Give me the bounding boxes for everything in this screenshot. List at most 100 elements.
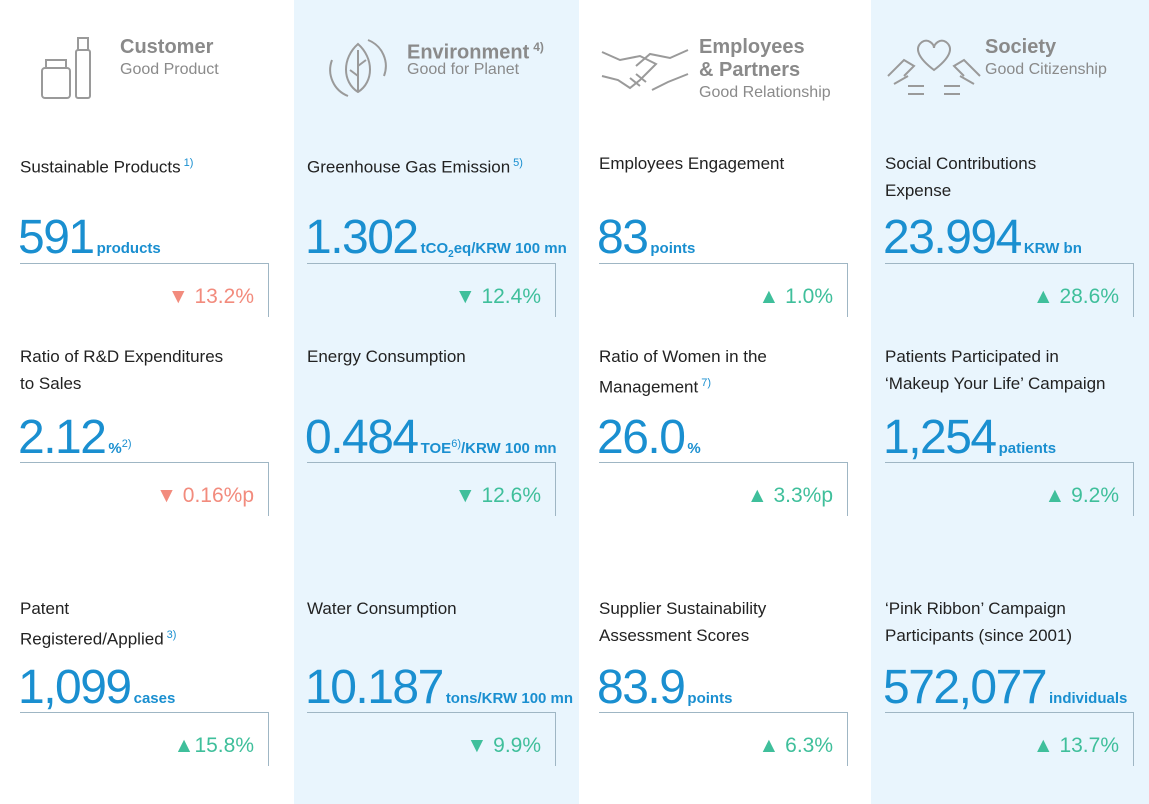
- column-background: [294, 0, 579, 804]
- metric-label: Supplier Sustainability Assessment Scores: [599, 595, 766, 649]
- value-unit: products: [97, 240, 161, 257]
- value-unit: TOE6)/KRW 100 mn: [421, 438, 557, 457]
- column-subtitle: Good Citizenship: [985, 61, 1107, 78]
- unit-part: 6): [451, 438, 461, 450]
- metric-value: 10.187 tons/KRW 100 mn: [305, 660, 573, 727]
- metric-label: Ratio of R&D Expenditures to Sales: [20, 343, 223, 397]
- label-line: Greenhouse Gas Emission 5): [307, 157, 523, 177]
- unit-part: /KRW 100 mn: [460, 440, 557, 457]
- unit-part: tCO: [420, 240, 449, 257]
- metric-value: 591 products: [18, 210, 161, 277]
- divider-tick: [847, 462, 848, 516]
- unit-part: products: [96, 240, 161, 257]
- metric-change: ▲ 1.0%: [758, 285, 833, 308]
- value-unit: individuals: [1049, 690, 1127, 707]
- metric-change: ▲ 9.2%: [1044, 484, 1119, 507]
- column-subtitle: Good for Planet: [407, 61, 520, 78]
- label-line: Management 7): [599, 377, 712, 397]
- divider-tick: [1133, 462, 1134, 516]
- column-title: Society: [985, 36, 1057, 58]
- label-line: Social Contributions: [885, 154, 1037, 173]
- value-unit: patients: [999, 440, 1057, 457]
- unit-part: eq/KRW 100 mn: [453, 240, 567, 257]
- divider: [20, 263, 268, 264]
- footnote-ref: 5): [513, 157, 523, 169]
- value-number: 26.0: [597, 411, 686, 464]
- value-number: 83.9: [597, 661, 686, 714]
- divider: [20, 712, 268, 713]
- divider-tick: [268, 462, 269, 516]
- divider-tick: [555, 263, 556, 317]
- value-unit: tCO2eq/KRW 100 mn: [420, 240, 567, 260]
- value-number: 1.302: [305, 211, 419, 264]
- divider: [885, 462, 1133, 463]
- label-line: to Sales: [20, 374, 82, 393]
- label-line: Registered/Applied 3): [20, 629, 177, 649]
- handshake-icon: [601, 49, 689, 91]
- label-line: Participants (since 2001): [885, 626, 1073, 645]
- label-line: Ratio of Women in the: [599, 347, 767, 366]
- metric-change: ▲15.8%: [173, 734, 254, 757]
- divider-tick: [268, 263, 269, 317]
- label-line: Supplier Sustainability: [599, 599, 767, 618]
- metric-change: ▲ 13.7%: [1032, 734, 1119, 757]
- metric-value: 2.12 %2): [18, 410, 132, 477]
- metric-value: 1,099 cases: [18, 660, 175, 727]
- metric-label: Patients Participated in ‘Makeup Your Lif…: [885, 343, 1106, 397]
- value-unit: %2): [108, 438, 132, 457]
- value-unit: cases: [134, 690, 176, 707]
- unit-part: tons/KRW 100 mn: [445, 690, 574, 707]
- metric-change: ▼ 13.2%: [167, 285, 254, 308]
- metric-label: Greenhouse Gas Emission 5): [307, 150, 523, 181]
- divider: [599, 462, 847, 463]
- metric-value: 26.0%: [597, 410, 701, 477]
- label-line: Water Consumption: [307, 599, 457, 618]
- divider: [20, 462, 268, 463]
- value-number: 0.484: [305, 411, 419, 464]
- metric-change: ▼ 9.9%: [466, 734, 541, 757]
- footnote-ref: 1): [183, 157, 194, 169]
- column-title: Employees: [699, 36, 805, 58]
- metric-change: ▼ 0.16%p: [156, 484, 254, 507]
- footnote-ref: 3): [166, 629, 177, 641]
- value-number: 1,254: [883, 411, 997, 464]
- metric-value: 1.302 tCO2eq/KRW 100 mn: [305, 210, 567, 283]
- divider-tick: [1133, 263, 1134, 317]
- divider-tick: [847, 712, 848, 766]
- metric-label: Energy Consumption: [307, 343, 466, 370]
- column-subtitle: Good Relationship: [699, 84, 831, 101]
- column-title: Environment 4): [407, 40, 544, 64]
- metric-label: Ratio of Women in the Management 7): [599, 343, 767, 401]
- footnote-ref: 4): [533, 40, 544, 54]
- unit-part: 2): [121, 438, 132, 450]
- metric-label: Employees Engagement: [599, 150, 784, 177]
- label-line: Assessment Scores: [599, 626, 750, 645]
- metric-change: ▼ 12.6%: [454, 484, 541, 507]
- metric-value: 23.994 KRW bn: [883, 210, 1082, 277]
- metric-change: ▲ 28.6%: [1032, 285, 1119, 308]
- divider: [307, 263, 555, 264]
- metric-change: ▼ 12.4%: [454, 285, 541, 308]
- divider-tick: [268, 712, 269, 766]
- value-number: 591: [18, 211, 95, 264]
- divider: [599, 263, 847, 264]
- column-title: Customer: [120, 36, 214, 58]
- value-unit: points: [650, 240, 695, 257]
- metric-change: ▲ 3.3%p: [746, 484, 833, 507]
- label-line: Patients Participated in: [885, 347, 1059, 366]
- divider: [307, 712, 555, 713]
- metric-label: Sustainable Products 1): [20, 150, 193, 181]
- society-icon: [887, 39, 981, 95]
- divider: [599, 712, 847, 713]
- environment-icon: [329, 39, 387, 97]
- divider: [885, 263, 1133, 264]
- customer-icon: [41, 37, 91, 99]
- metric-value: 0.484 TOE6)/KRW 100 mn: [305, 410, 557, 477]
- value-number: 83: [597, 211, 649, 264]
- metric-label: Water Consumption: [307, 595, 457, 622]
- unit-part: %: [687, 440, 701, 457]
- column-title: & Partners: [699, 59, 801, 81]
- value-unit: KRW bn: [1024, 240, 1082, 257]
- unit-part: individuals: [1049, 690, 1128, 707]
